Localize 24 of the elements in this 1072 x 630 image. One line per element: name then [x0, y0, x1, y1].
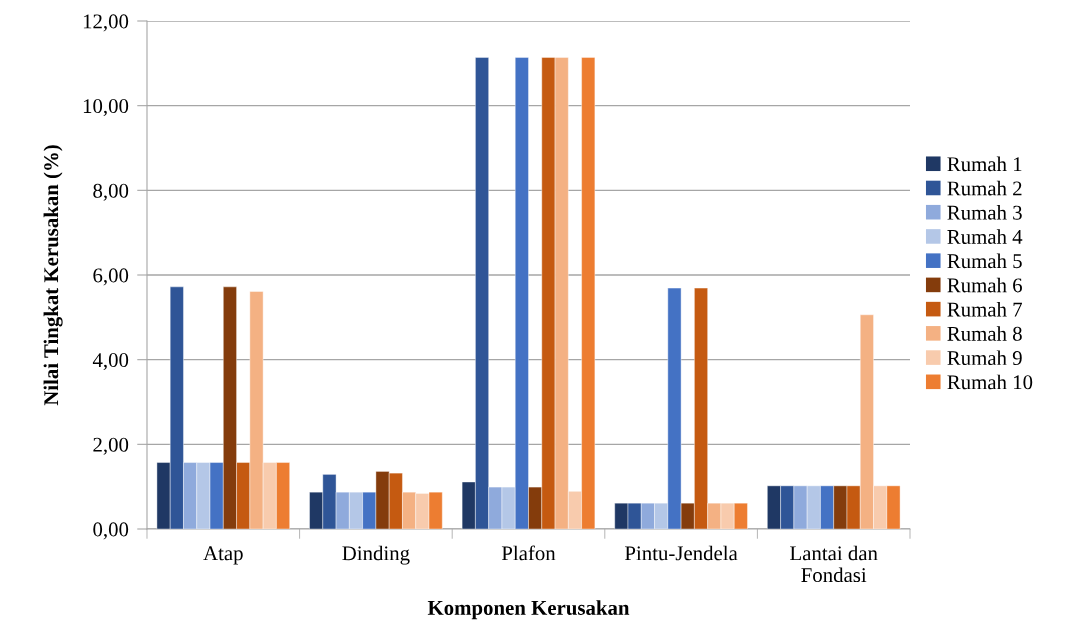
legend-label: Rumah 4: [947, 229, 1023, 244]
legend-label: Rumah 5: [947, 253, 1022, 269]
x-axis-title: Komponen Kerusakan: [427, 600, 630, 620]
legend-label: Rumah 10: [947, 374, 1033, 390]
x-tick-label: Lantai dan Fondasi: [790, 545, 878, 583]
legend-label: Rumah 6: [947, 277, 1022, 293]
x-tick-label: Atap: [203, 546, 243, 565]
y-tick-label: 6,00: [93, 268, 129, 286]
y-tick-label: 12,00: [83, 14, 129, 32]
y-tick-label: 0,00: [93, 522, 129, 540]
y-tick-label: 10,00: [83, 99, 129, 117]
y-tick-label: 4,00: [92, 353, 129, 371]
x-tick-label: Pintu-Jendela: [625, 545, 738, 561]
y-tick-label: 2,00: [93, 437, 129, 455]
legend-label: Rumah 1: [947, 156, 1022, 172]
x-tick-label: Plafon: [501, 545, 556, 561]
x-tick-label: Dinding: [342, 545, 410, 565]
legend-label: Rumah 9: [947, 350, 1022, 366]
y-tick-label: 8,00: [93, 183, 129, 201]
y-axis-title: Nilai Tingkat Kerusakan (%): [43, 145, 63, 406]
legend-label: Rumah 7: [947, 301, 1022, 317]
legend-label: Rumah 8: [947, 326, 1022, 341]
legend-label: Rumah 2: [947, 180, 1022, 196]
legend-label: Rumah 3: [947, 205, 1022, 220]
